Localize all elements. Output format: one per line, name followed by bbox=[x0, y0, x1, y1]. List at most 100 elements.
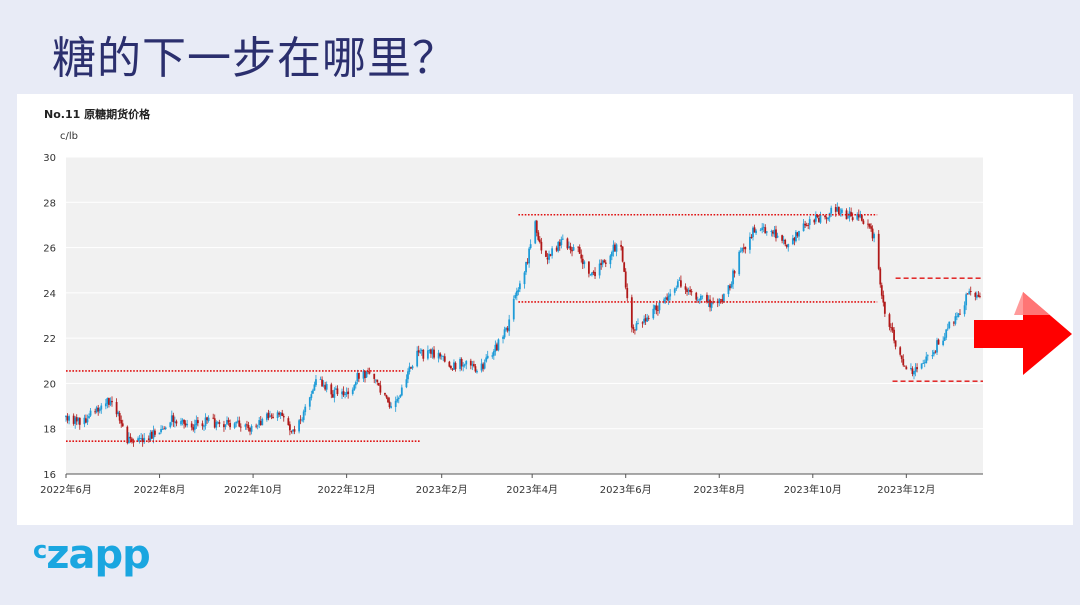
candle-body bbox=[357, 373, 360, 379]
candle-body bbox=[186, 423, 189, 426]
candle-body bbox=[719, 299, 722, 301]
candle-body bbox=[141, 438, 144, 442]
candle-body bbox=[213, 418, 216, 428]
candle-body bbox=[485, 357, 488, 362]
candle-body bbox=[591, 272, 593, 276]
candle-body bbox=[707, 299, 710, 303]
candle-body bbox=[422, 349, 425, 359]
candle-body bbox=[819, 215, 822, 223]
candle-body bbox=[721, 299, 724, 302]
candle-body bbox=[871, 228, 874, 239]
candle-body bbox=[410, 367, 412, 369]
candle-body bbox=[765, 231, 768, 233]
candle-body bbox=[495, 344, 498, 351]
candle-body bbox=[154, 430, 156, 435]
candle-body bbox=[298, 420, 300, 432]
candle-body bbox=[739, 250, 742, 252]
candle-body bbox=[959, 313, 961, 315]
candle-body bbox=[664, 297, 667, 300]
candle-body bbox=[443, 356, 446, 362]
candle-body bbox=[968, 291, 971, 294]
candle-body bbox=[396, 398, 399, 402]
candle-body bbox=[911, 368, 914, 374]
x-tick-label: 2022年6月 bbox=[40, 483, 92, 496]
candle-body bbox=[149, 432, 152, 441]
candle-body bbox=[482, 364, 484, 369]
candle-body bbox=[764, 227, 767, 234]
plot-area-background bbox=[66, 157, 983, 474]
candle-body bbox=[630, 297, 633, 328]
candle-body bbox=[680, 280, 682, 287]
candle-body bbox=[238, 420, 241, 427]
candle-body bbox=[164, 427, 167, 430]
candle-body bbox=[345, 392, 348, 395]
candle-body bbox=[957, 313, 960, 317]
candle-body bbox=[925, 356, 928, 364]
candle-body bbox=[195, 419, 198, 426]
candle-body bbox=[472, 364, 475, 367]
candle-body bbox=[387, 397, 389, 403]
candle-body bbox=[862, 220, 865, 224]
candle-body bbox=[203, 426, 205, 428]
candle-body bbox=[603, 260, 606, 263]
logo-c: c bbox=[33, 536, 47, 564]
candle-body bbox=[814, 214, 817, 222]
candle-body bbox=[551, 248, 554, 256]
candle-body bbox=[673, 288, 676, 293]
candle-body bbox=[807, 224, 810, 226]
candle-body bbox=[98, 408, 101, 412]
candle-body bbox=[663, 299, 665, 303]
candle-body bbox=[975, 295, 978, 298]
candle-body bbox=[163, 428, 166, 430]
candle-body bbox=[390, 406, 392, 408]
candle-body bbox=[641, 322, 644, 324]
candle-body bbox=[439, 353, 442, 357]
candle-body bbox=[712, 301, 715, 303]
candle-body bbox=[879, 268, 882, 285]
candle-body bbox=[281, 412, 284, 416]
candle-body bbox=[86, 419, 89, 423]
candle-body bbox=[569, 246, 572, 250]
candle-body bbox=[678, 279, 681, 281]
candle-body bbox=[974, 292, 977, 297]
candle-body bbox=[620, 244, 623, 247]
x-tick-label: 2023年4月 bbox=[506, 483, 558, 496]
candle-body bbox=[454, 362, 457, 370]
candle-body bbox=[856, 214, 859, 220]
candle-body bbox=[508, 319, 511, 332]
candle-body bbox=[310, 394, 313, 398]
candle-body bbox=[775, 229, 777, 239]
candle-body bbox=[193, 424, 196, 430]
candle-body bbox=[738, 251, 741, 275]
candle-body bbox=[594, 272, 596, 277]
candle-body bbox=[730, 283, 733, 288]
candle-body bbox=[784, 239, 787, 245]
candle-body bbox=[132, 441, 135, 443]
candle-body bbox=[583, 261, 586, 265]
candle-body bbox=[137, 438, 139, 442]
x-tick-label: 2022年10月 bbox=[224, 483, 282, 496]
candle-body bbox=[798, 231, 800, 237]
candle-body bbox=[581, 258, 584, 265]
candle-body bbox=[658, 302, 661, 311]
candle-body bbox=[954, 316, 957, 324]
candle-body bbox=[706, 294, 708, 303]
candle-body bbox=[718, 299, 721, 304]
candle-body bbox=[249, 427, 251, 432]
candle-body bbox=[888, 314, 891, 327]
candle-body bbox=[913, 371, 915, 375]
candle-body bbox=[791, 238, 794, 245]
candle-body bbox=[753, 227, 756, 233]
candle-body bbox=[342, 391, 345, 396]
candle-body bbox=[491, 355, 494, 357]
candle-body bbox=[549, 254, 552, 256]
candle-body bbox=[218, 422, 221, 424]
candle-body bbox=[147, 438, 150, 440]
candle-body bbox=[394, 400, 397, 407]
candle-body bbox=[946, 328, 949, 330]
candle-body bbox=[131, 438, 133, 442]
candle-body bbox=[311, 390, 314, 394]
forecast-arrow bbox=[974, 292, 1072, 375]
candle-body bbox=[834, 207, 837, 212]
candle-body bbox=[910, 367, 912, 369]
